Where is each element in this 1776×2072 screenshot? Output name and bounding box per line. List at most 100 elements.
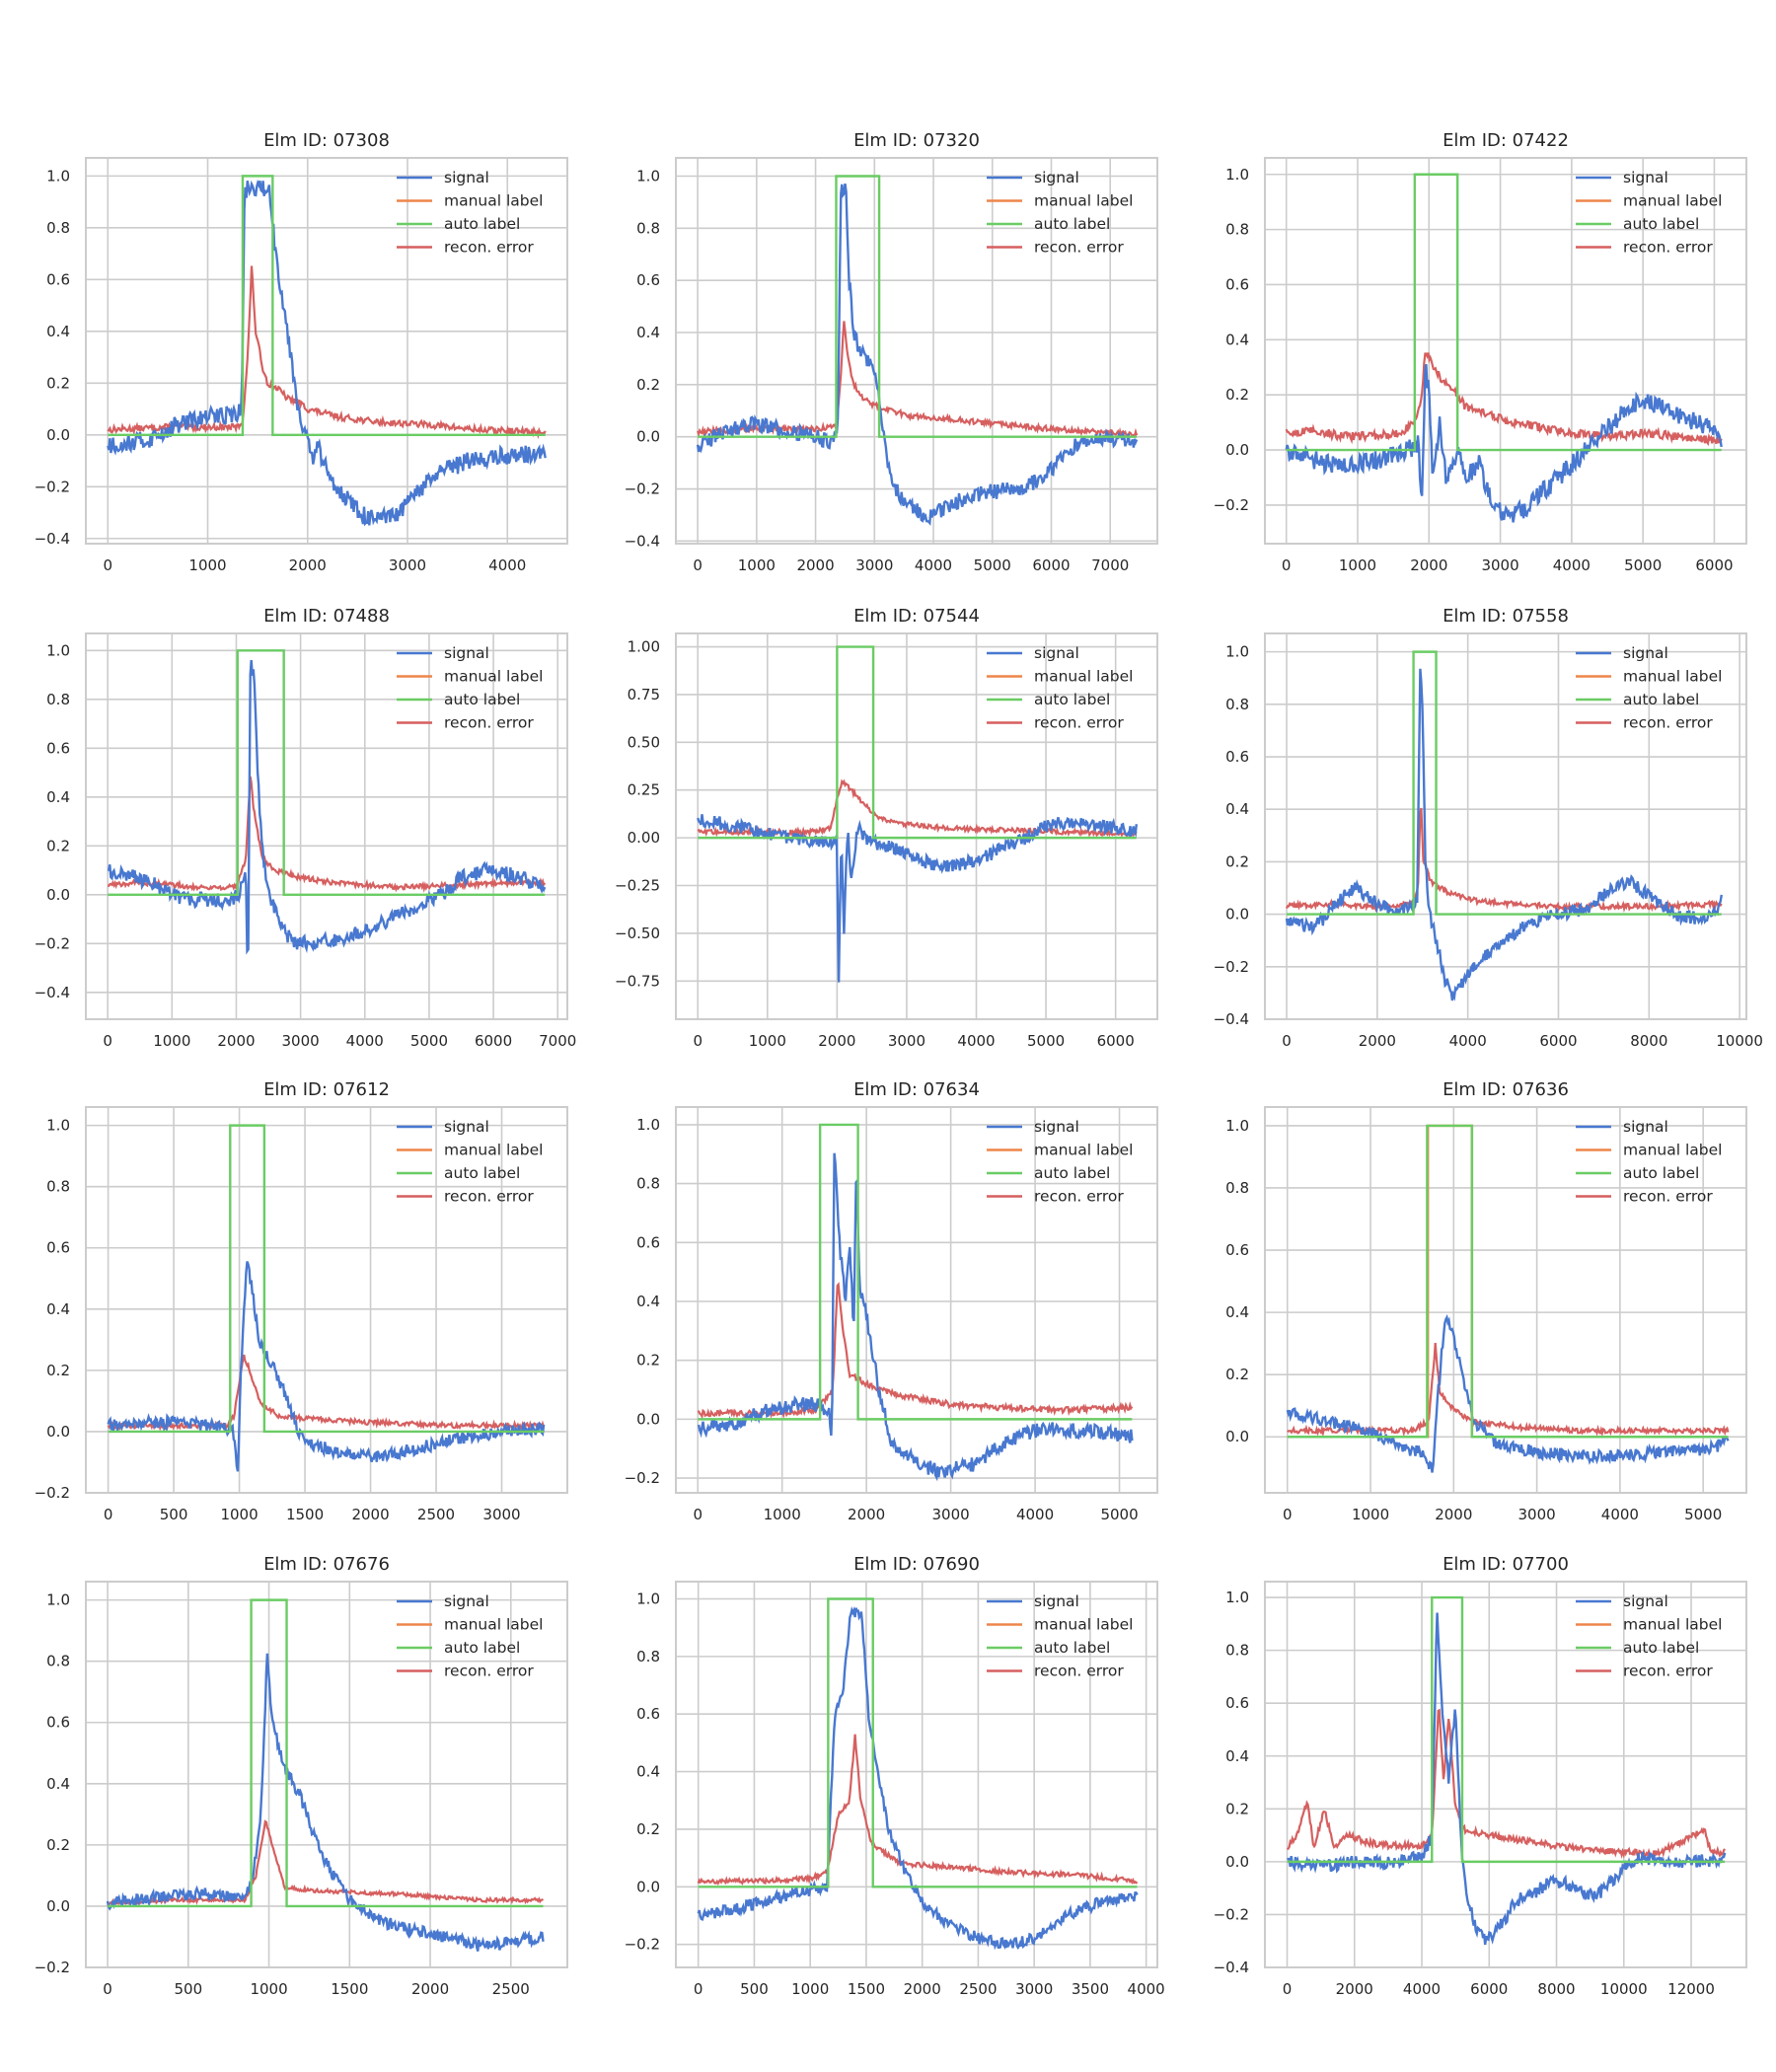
x-tick-label: 0 xyxy=(694,1980,703,1998)
plot-area xyxy=(696,175,1139,527)
x-tick-label: 1000 xyxy=(153,1032,190,1050)
y-tick-label: 0.8 xyxy=(1225,696,1249,713)
y-tick-label: 0.2 xyxy=(636,1352,660,1369)
x-tick-label: 1500 xyxy=(331,1980,368,1998)
y-tick-label: −0.2 xyxy=(35,1484,70,1502)
y-tick-label: −0.2 xyxy=(35,934,70,952)
x-tick-label: 2000 xyxy=(217,1032,255,1050)
x-tick-label: 2000 xyxy=(848,1506,885,1523)
y-tick-label: −0.4 xyxy=(1214,1010,1249,1028)
recon-error-line xyxy=(1286,807,1723,914)
y-tick-label: 0.6 xyxy=(1225,1694,1249,1712)
x-tick-label: 2000 xyxy=(818,1032,855,1050)
legend-label: signal xyxy=(1623,644,1668,662)
y-tick-label: 0.8 xyxy=(1225,1179,1249,1197)
y-tick-label: −0.2 xyxy=(1214,496,1249,514)
auto-label-line xyxy=(1286,173,1722,452)
legend: signal manual label auto label recon. error xyxy=(1576,1118,1722,1206)
axes-frame xyxy=(1264,1581,1747,1968)
x-tick-label: 0 xyxy=(103,1032,112,1050)
y-tick-label: 0.0 xyxy=(1225,906,1249,924)
legend-label: signal xyxy=(1034,169,1079,186)
y-tick-label: 1.0 xyxy=(636,1116,660,1134)
x-tick-label: 2500 xyxy=(492,1980,530,1998)
subplot-title: Elm ID: 07558 xyxy=(1443,606,1569,627)
legend: signal manual label auto label recon. error xyxy=(397,169,543,257)
y-tick-label: −0.4 xyxy=(1214,1959,1249,1976)
y-tick-label: 0.6 xyxy=(636,1705,660,1723)
x-tick-label: 1000 xyxy=(749,1032,786,1050)
legend-label: auto label xyxy=(1034,1639,1110,1657)
x-tick-label: 1000 xyxy=(1352,1506,1389,1523)
y-tick-label: 0.4 xyxy=(46,323,70,340)
legend-label: signal xyxy=(1034,1592,1079,1610)
x-tick-label: 1500 xyxy=(848,1980,885,1998)
y-tick-label: 0.8 xyxy=(1225,221,1249,239)
legend-label: auto label xyxy=(1034,1164,1110,1182)
subplot-title: Elm ID: 07634 xyxy=(853,1079,980,1100)
x-tick-label: 6000 xyxy=(1097,1032,1135,1050)
legend: signal manual label auto label recon. error xyxy=(987,1118,1133,1206)
x-tick-label: 2000 xyxy=(904,1980,941,1998)
x-tick-label: 0 xyxy=(1282,556,1292,574)
legend: signal manual label auto label recon. error xyxy=(1576,1592,1722,1680)
x-tick-label: 500 xyxy=(174,1980,202,1998)
y-tick-label: 0.2 xyxy=(46,374,70,392)
legend-label: manual label xyxy=(1034,1142,1133,1159)
legend: signal manual label auto label recon. error xyxy=(987,169,1133,257)
y-tick-label: 0.4 xyxy=(636,1293,660,1310)
subplot-title: Elm ID: 07690 xyxy=(853,1554,980,1575)
legend-label: signal xyxy=(1623,169,1668,186)
signal-line xyxy=(107,1261,546,1472)
x-tick-label: 6000 xyxy=(1470,1980,1508,1998)
legend-label: auto label xyxy=(444,1639,520,1657)
legend-label: recon. error xyxy=(444,1663,534,1680)
legend: signal manual label auto label recon. error xyxy=(1576,169,1722,257)
x-tick-label: 5000 xyxy=(1100,1506,1138,1523)
legend-label: manual label xyxy=(1623,1616,1722,1634)
x-tick-label: 2500 xyxy=(959,1980,997,1998)
legend-label: recon. error xyxy=(444,1188,534,1206)
y-tick-label: 0.6 xyxy=(46,1714,70,1732)
signal-line xyxy=(696,183,1139,527)
x-tick-label: 4000 xyxy=(1016,1506,1054,1523)
x-tick-label: 7000 xyxy=(1091,556,1129,574)
x-tick-label: 3000 xyxy=(1518,1506,1556,1523)
y-tick-label: 0.4 xyxy=(1225,1747,1249,1765)
x-tick-label: 4000 xyxy=(488,556,526,574)
y-tick-label: 0.2 xyxy=(46,1836,70,1854)
x-tick-label: 1000 xyxy=(1339,556,1376,574)
y-tick-label: 0.4 xyxy=(1225,800,1249,818)
x-tick-label: 1000 xyxy=(791,1980,829,1998)
y-tick-label: 0.0 xyxy=(46,1423,70,1441)
y-tick-label: 1.0 xyxy=(1225,1117,1249,1135)
y-tick-label: 0.8 xyxy=(636,1175,660,1193)
plot-area xyxy=(1287,1595,1727,1946)
auto-label-line xyxy=(108,1598,544,1908)
legend-label: recon. error xyxy=(1034,714,1124,732)
y-tick-label: 0.6 xyxy=(1225,748,1249,766)
x-tick-label: 5000 xyxy=(1027,1032,1065,1050)
x-tick-label: 2000 xyxy=(1336,1980,1373,1998)
y-tick-label: 1.0 xyxy=(1225,1589,1249,1606)
y-tick-label: 0.0 xyxy=(46,886,70,904)
y-tick-label: 0.8 xyxy=(46,1178,70,1196)
y-tick-label: −0.75 xyxy=(615,972,660,990)
plot-area xyxy=(1285,173,1723,523)
y-tick-label: 0.8 xyxy=(1225,1642,1249,1660)
legend-label: auto label xyxy=(1623,691,1699,708)
y-tick-label: −0.2 xyxy=(625,1936,660,1954)
y-tick-label: 0.2 xyxy=(1225,1800,1249,1817)
subplot-7: 0 500 1000 1500 2000 2500 3000 −0.2 0.0 0.2 0.4 0.6… xyxy=(35,1079,568,1523)
y-tick-label: 0.8 xyxy=(46,691,70,708)
legend-label: auto label xyxy=(1623,1639,1699,1657)
x-tick-label: 3000 xyxy=(389,556,426,574)
y-tick-label: 0.4 xyxy=(636,324,660,341)
legend-label: auto label xyxy=(1034,691,1110,708)
signal-line xyxy=(1286,1313,1730,1473)
y-tick-label: −0.50 xyxy=(615,925,660,942)
auto-label-line xyxy=(1287,650,1722,916)
y-tick-label: 0.6 xyxy=(636,271,660,289)
x-tick-label: 10000 xyxy=(1600,1980,1648,1998)
x-tick-label: 4000 xyxy=(1553,556,1591,574)
